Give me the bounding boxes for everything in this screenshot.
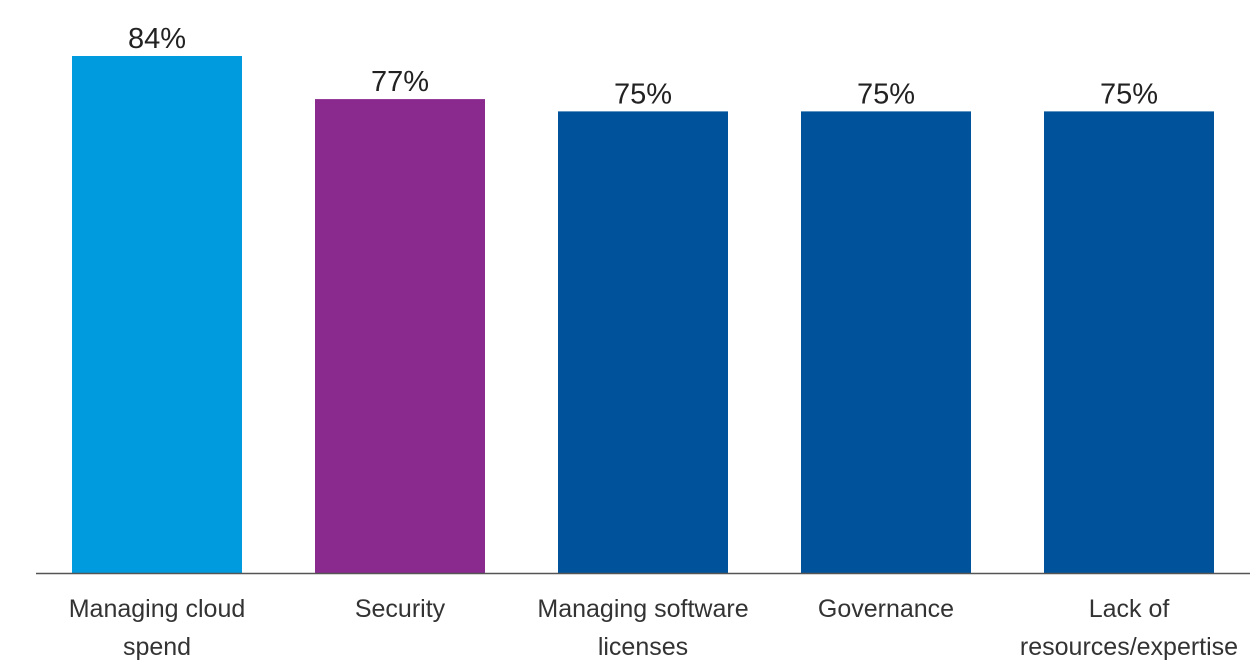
category-label-4-line-0: Lack of [1089, 595, 1170, 623]
value-label-2: 75% [614, 78, 672, 110]
category-label-2-line-1: licenses [598, 633, 688, 661]
category-label-2-line-0: Managing software [537, 595, 748, 623]
bar-2 [558, 111, 728, 574]
value-label-4: 75% [1100, 78, 1158, 110]
value-labels-group: 84% 77% 75% 75% 75% [128, 23, 1158, 110]
category-label-0: Managing cloud spend [69, 595, 246, 661]
bars-group [72, 56, 1214, 574]
value-label-0: 84% [128, 23, 186, 55]
category-labels-group: Managing cloud spend Security Managing soft… [69, 595, 1238, 661]
bar-3 [801, 111, 971, 574]
category-label-1-line-0: Security [355, 595, 446, 623]
category-label-4: Lack of resources/expertise [1020, 595, 1238, 661]
category-label-3: Governance [818, 595, 954, 623]
category-label-0-line-0: Managing cloud [69, 595, 246, 623]
bar-4 [1044, 111, 1214, 574]
category-label-2: Managing software licenses [537, 595, 748, 661]
category-label-4-line-1: resources/expertise [1020, 633, 1238, 661]
bar-1 [315, 99, 485, 573]
category-label-1: Security [355, 595, 446, 623]
category-label-3-line-0: Governance [818, 595, 954, 623]
value-label-1: 77% [371, 66, 429, 98]
value-label-3: 75% [857, 78, 915, 110]
category-label-0-line-1: spend [123, 633, 191, 661]
bar-0 [72, 56, 242, 573]
